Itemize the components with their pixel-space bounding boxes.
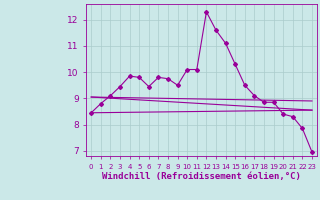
X-axis label: Windchill (Refroidissement éolien,°C): Windchill (Refroidissement éolien,°C) xyxy=(102,172,301,181)
